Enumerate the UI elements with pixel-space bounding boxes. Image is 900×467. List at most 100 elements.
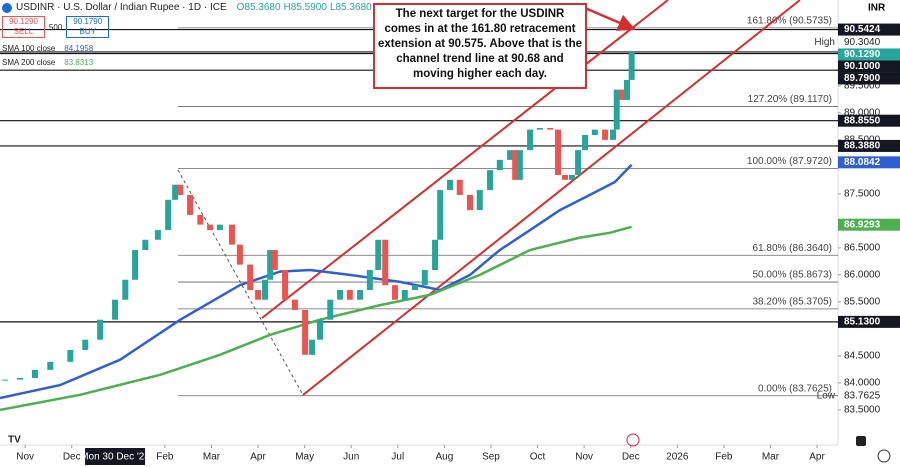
candle <box>31 369 38 379</box>
x-tick-label: Jun <box>343 452 359 463</box>
candle <box>437 190 444 240</box>
event-icon[interactable] <box>626 433 640 447</box>
candle <box>496 159 503 171</box>
x-tick-label: Apr <box>809 452 825 463</box>
candle <box>401 290 408 300</box>
x-tick-label: Nov <box>575 452 593 463</box>
candle <box>187 194 194 215</box>
sell-price: 90.1290 <box>9 17 38 26</box>
candle <box>142 239 149 251</box>
candle <box>432 239 439 271</box>
x-tick-label: Apr <box>250 452 266 463</box>
x-tick-label: 2026 <box>666 452 689 463</box>
candle <box>282 270 289 300</box>
symbol-icon <box>2 2 12 13</box>
buy-price: 90.1790 <box>73 17 103 26</box>
sma100-name: SMA 100 close <box>2 44 56 53</box>
y-tick-label: 86.5000 <box>844 243 881 254</box>
candle <box>247 264 254 291</box>
candle <box>613 89 620 130</box>
logo: TV <box>8 435 21 446</box>
fib-label: 50.00% (85.8673) <box>752 270 832 281</box>
x-tick-label: Nov <box>16 452 34 463</box>
y-tick-label: 83.5000 <box>844 405 881 416</box>
sma200-row: SMA 200 close 83.8313 <box>2 56 457 70</box>
fib-label: 161.80% (90.5735) <box>747 16 832 27</box>
x-tick-label: Feb <box>715 452 733 463</box>
price-badge-label: 88.8550 <box>844 115 881 126</box>
x-tick-label: Sep <box>482 452 500 463</box>
sell-button[interactable]: 90.1290 SELL <box>2 16 45 38</box>
symbol-title: USDINR · U.S. Dollar / Indian Rupee · 1D… <box>16 2 227 13</box>
fib-label: 100.00% (87.9720) <box>747 156 832 167</box>
candle <box>516 150 523 180</box>
price-badge <box>838 218 900 231</box>
x-tick-label: Dec <box>622 452 640 463</box>
ohlc-value: L85.3680 <box>329 2 372 13</box>
price-badge-label: 83.7625 <box>844 390 881 401</box>
sma-line <box>0 163 633 400</box>
candle <box>467 194 474 211</box>
price-badge-label: 88.0842 <box>844 157 881 168</box>
price-badge-label: 90.3040 <box>844 37 881 48</box>
crosshair-label: Mon 30 Dec '24 <box>80 452 150 463</box>
extreme-tag: Low <box>817 390 836 401</box>
candle <box>271 250 278 271</box>
auto-scale-button[interactable] <box>856 436 866 446</box>
candle <box>2 379 9 381</box>
candle <box>262 279 269 300</box>
x-tick-label: Feb <box>156 452 174 463</box>
candle <box>512 150 519 180</box>
trade-row: 90.1290 SELL 500 90.1790 BUY <box>2 16 457 38</box>
sma100-row: SMA 100 close 84.1958 <box>2 42 457 56</box>
sma200-value: 83.8313 <box>64 58 94 67</box>
candle <box>357 290 364 300</box>
settings-button[interactable] <box>877 449 891 463</box>
extreme-tag: High <box>814 37 835 48</box>
candle <box>623 79 630 100</box>
candle <box>291 299 298 310</box>
candle <box>309 339 316 355</box>
candle <box>555 129 562 175</box>
channel-lower <box>302 0 801 396</box>
buy-button[interactable]: 90.1790 BUY <box>66 16 110 38</box>
price-badge <box>838 114 900 127</box>
price-badge-label: 90.5424 <box>844 24 881 35</box>
x-tick-label: Oct <box>530 452 546 463</box>
sell-label: SELL <box>13 27 34 36</box>
candle <box>382 239 389 286</box>
candle <box>602 129 609 140</box>
x-tick-label: Dec <box>63 452 81 463</box>
fib-anchor-line <box>177 169 304 396</box>
candle <box>337 290 344 300</box>
candle <box>628 51 635 80</box>
candle <box>122 279 129 300</box>
sma200-name: SMA 200 close <box>2 58 56 67</box>
indicator-legend: SMA 100 close 84.1958 SMA 200 close 83.8… <box>2 42 457 70</box>
y-tick-label: 84.5000 <box>844 351 881 362</box>
price-badge-label: 86.9293 <box>844 219 881 230</box>
candle <box>575 150 582 175</box>
candle <box>236 244 243 265</box>
candle <box>207 224 214 231</box>
candle <box>154 230 161 240</box>
candle <box>172 184 179 200</box>
y-tick-label: 86.0000 <box>844 270 881 281</box>
candle <box>375 239 382 271</box>
channel-upper <box>261 0 669 319</box>
quantity: 500 <box>48 22 63 32</box>
sma100-value: 84.1958 <box>64 44 94 53</box>
x-tick-label: May <box>295 452 314 463</box>
candle <box>132 250 139 280</box>
candle <box>421 270 428 286</box>
y-tick-label: 87.5000 <box>844 189 881 200</box>
candle <box>317 319 324 340</box>
candle <box>267 250 274 280</box>
candle <box>47 361 54 370</box>
candle <box>165 199 172 231</box>
candle <box>228 224 235 245</box>
candle <box>177 184 184 195</box>
price-badge-label: 89.7900 <box>844 73 881 84</box>
candle <box>507 150 514 160</box>
